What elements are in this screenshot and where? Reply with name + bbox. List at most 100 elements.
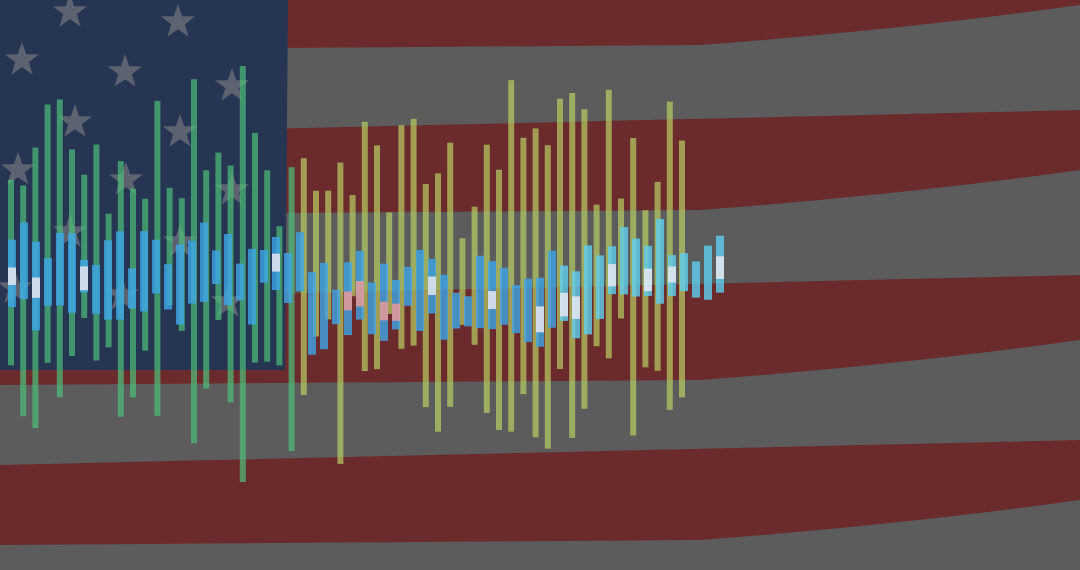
candle-bar: [500, 267, 508, 325]
candle-highlight: [608, 264, 616, 287]
candle-highlight: [356, 281, 364, 307]
candle-bar: [260, 249, 268, 283]
candle-bar: [68, 233, 76, 313]
candle-bar: [512, 285, 520, 334]
candle-bar: [404, 266, 412, 306]
candle-bar: [308, 272, 316, 355]
candle-bar: [176, 244, 184, 325]
candle-bar: [44, 258, 52, 306]
candle-bar: [152, 239, 160, 294]
overlay-bar: [288, 167, 295, 452]
candle-bar: [620, 227, 628, 295]
overlay-bar: [81, 174, 88, 318]
candle-bar: [452, 292, 460, 329]
candle-bar: [92, 264, 100, 314]
overlay-bar: [435, 173, 441, 432]
overlay-bar: [520, 137, 527, 395]
candle-bar: [680, 253, 688, 292]
candle-highlight: [428, 276, 436, 295]
candle-bar: [296, 232, 304, 292]
overlay-bar: [93, 144, 100, 361]
overlay-bar: [410, 118, 417, 346]
overlay-bar: [166, 187, 173, 305]
candle-highlight: [8, 267, 16, 285]
candle-bar: [140, 231, 148, 312]
overlay-bar: [496, 169, 502, 431]
candle-bar: [368, 282, 376, 335]
flag-star: [108, 162, 144, 195]
candle-bar: [656, 218, 664, 304]
overlay-bar: [569, 93, 576, 438]
flag-star: [214, 68, 250, 101]
flag-star: [0, 152, 36, 185]
overlay-bar: [544, 145, 551, 449]
candle-bar: [320, 263, 328, 350]
candle-highlight: [668, 266, 676, 283]
candle-highlight: [80, 266, 88, 291]
candle-bar: [188, 240, 196, 304]
overlay-bar: [422, 184, 429, 408]
candle-bar: [284, 253, 292, 304]
candle-bar: [236, 263, 244, 301]
candle-highlight: [32, 277, 40, 298]
overlay-bar: [374, 145, 380, 370]
flag-star: [4, 42, 40, 75]
overlay-bar: [20, 185, 27, 417]
candle-bar: [440, 274, 448, 340]
candle-highlight: [716, 256, 724, 279]
flag-star: [52, 0, 88, 27]
candle-bar: [692, 261, 700, 298]
flag-star: [160, 4, 196, 37]
flag-star: [107, 54, 143, 87]
candle-highlight: [536, 306, 544, 333]
candle-bar: [224, 234, 232, 306]
candle-bar: [524, 278, 532, 343]
overlay-bar: [313, 190, 319, 337]
candle-highlight: [572, 296, 580, 319]
candle-highlight: [344, 291, 352, 311]
candle-bar: [104, 240, 112, 320]
candle-highlight: [380, 301, 388, 321]
candle-bar: [200, 222, 208, 302]
overlay-bar: [459, 238, 466, 325]
overlay-bar: [252, 132, 258, 363]
overlay-bar: [276, 226, 283, 366]
candle-bar: [584, 245, 592, 335]
overlay-bar: [349, 195, 356, 297]
overlay-bar: [605, 89, 612, 359]
overlay-bar: [337, 162, 344, 464]
flag-star: [57, 104, 93, 137]
overlay-bar: [386, 212, 393, 314]
candle-bar: [548, 250, 556, 328]
overlay-bar: [483, 144, 490, 413]
candle-bar: [164, 264, 172, 310]
candle-bar: [416, 250, 424, 331]
candle-bar: [476, 255, 484, 329]
overlay-bar: [398, 125, 405, 349]
overlay-bar: [325, 190, 332, 320]
candle-bar: [128, 268, 136, 309]
candle-highlight: [560, 292, 568, 317]
overlay-bar: [215, 152, 222, 321]
candle-bar: [596, 255, 604, 319]
candle-highlight: [392, 303, 400, 321]
overlay-bar: [361, 121, 368, 372]
candle-bar: [20, 222, 28, 300]
candle-bar: [704, 245, 712, 300]
flag-red-stripe: [0, 440, 1080, 545]
candle-highlight: [272, 253, 280, 272]
candle-bar: [56, 232, 64, 306]
overlay-bar: [44, 104, 51, 363]
candle-bar: [248, 248, 256, 325]
candle-bar: [464, 296, 472, 327]
overlay-bar: [508, 80, 515, 432]
candle-bar: [116, 231, 124, 320]
candle-highlight: [488, 291, 496, 310]
overlay-bar: [471, 206, 478, 345]
overlay-bar: [557, 98, 563, 369]
overlay-bar: [532, 128, 539, 438]
candle-bar: [332, 289, 340, 325]
candle-bar: [632, 238, 640, 297]
